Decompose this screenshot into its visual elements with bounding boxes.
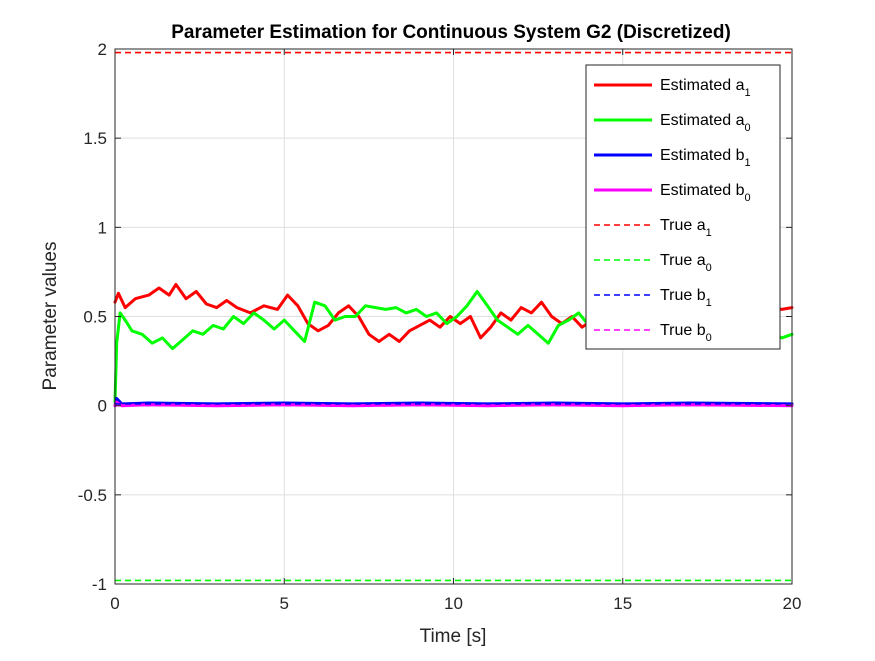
ticks: 0 5 10 15 20 -1 -0.5 0 0.5 1 1.5 2 — [78, 40, 802, 613]
x-tick-label-0: 0 — [110, 594, 119, 613]
y-tick-label-6: 2 — [98, 40, 107, 59]
legend-label-1: Estimated a0 — [660, 112, 751, 134]
y-tick-label-3: 0.5 — [83, 308, 107, 327]
legend-label-5: True a0 — [660, 252, 712, 274]
y-tick-label-4: 1 — [98, 218, 107, 237]
x-tick-label-3: 15 — [613, 594, 632, 613]
x-tick-label-4: 20 — [783, 594, 802, 613]
series-layer — [113, 51, 794, 582]
chart-title: Parameter Estimation for Continuous Syst… — [171, 22, 731, 43]
legend: Estimated a1 Estimated a0 Estimated b1 Esti… — [585, 64, 781, 350]
y-tick-label-1: -0.5 — [78, 486, 107, 505]
y-axis-label: Parameter values — [40, 242, 61, 391]
x-tick-label-2: 10 — [444, 594, 463, 613]
legend-label-7: True b0 — [660, 322, 712, 344]
series-line-3 — [113, 400, 794, 408]
x-axis-label: Time [s] — [420, 626, 487, 647]
x-tick-label-1: 5 — [280, 594, 289, 613]
y-tick-label-2: 0 — [98, 397, 107, 416]
legend-box — [585, 64, 781, 350]
legend-label-6: True b1 — [660, 287, 712, 309]
legend-label-0: Estimated a1 — [660, 77, 751, 99]
y-tick-label-0: -1 — [92, 575, 107, 594]
y-tick-label-5: 1.5 — [83, 129, 107, 148]
legend-label-2: Estimated b1 — [660, 147, 751, 169]
legend-label-4: True a1 — [660, 217, 712, 239]
legend-label-3: Estimated b0 — [660, 182, 751, 204]
